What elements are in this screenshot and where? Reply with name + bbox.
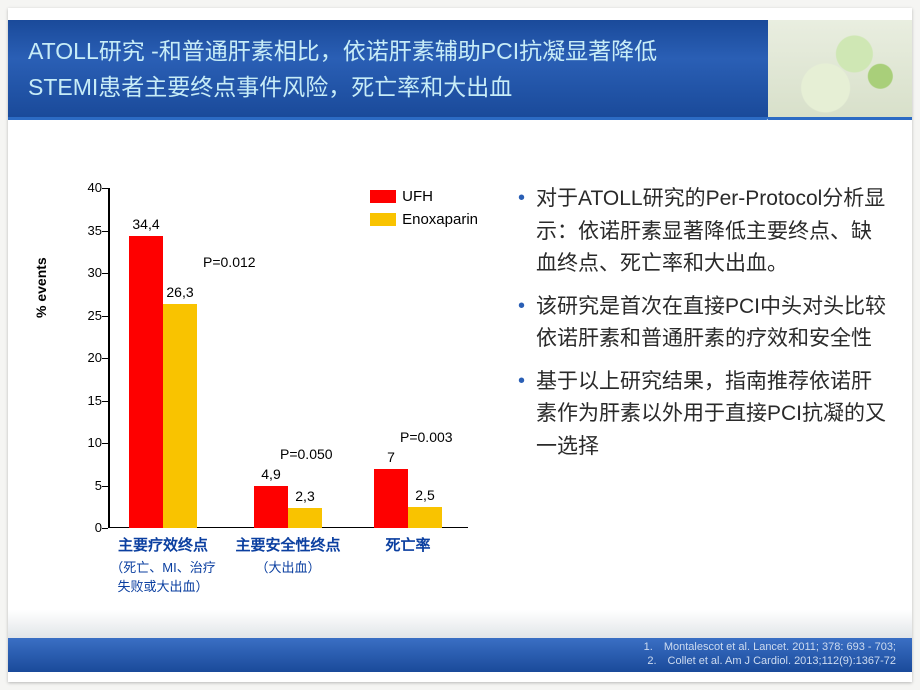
- x-category-label: 主要疗效终点 （死亡、MI、治疗失败或大出血）: [105, 534, 221, 595]
- y-tick-label: 30: [74, 265, 102, 280]
- x-label-sub: （死亡、MI、治疗失败或大出血）: [105, 557, 221, 595]
- bullet-item: •对于ATOLL研究的Per-Protocol分析显示：依诺肝素显著降低主要终点…: [518, 183, 888, 281]
- x-category-label: 主要安全性终点 （大出血）: [230, 534, 346, 576]
- y-tick-mark: [102, 316, 108, 317]
- bar-chart: % events UFH Enoxaparin 0510152025303540…: [48, 168, 488, 568]
- bullet-text: 对于ATOLL研究的Per-Protocol分析显示：依诺肝素显著降低主要终点、…: [536, 183, 888, 281]
- slide: ATOLL研究 -和普通肝素相比，依诺肝素辅助PCI抗凝显著降低 STEMI患者…: [8, 8, 912, 682]
- value-label-enox: 26,3: [159, 284, 201, 300]
- y-tick-mark: [102, 358, 108, 359]
- value-label-ufh: 4,9: [250, 466, 292, 482]
- value-label-ufh: 34,4: [125, 216, 167, 232]
- bar-enox: [163, 304, 197, 528]
- bullet-text: 基于以上研究结果，指南推荐依诺肝素作为肝素以外用于直接PCI抗凝的又一选择: [536, 366, 888, 464]
- y-tick-label: 10: [74, 435, 102, 450]
- y-tick-mark: [102, 401, 108, 402]
- x-label-main: 主要疗效终点: [118, 537, 208, 554]
- y-tick-mark: [102, 528, 108, 529]
- bullet-list: •对于ATOLL研究的Per-Protocol分析显示：依诺肝素显著降低主要终点…: [518, 183, 888, 473]
- y-tick-label: 40: [74, 180, 102, 195]
- x-label-main: 死亡率: [385, 537, 430, 554]
- value-label-enox: 2,5: [404, 487, 446, 503]
- title-line-1: ATOLL研究 -和普通肝素相比，依诺肝素辅助PCI抗凝显著降低: [28, 38, 657, 64]
- x-label-main: 主要安全性终点: [235, 537, 340, 554]
- bullet-item: •该研究是首次在直接PCI中头对头比较依诺肝素和普通肝素的疗效和安全性: [518, 291, 888, 356]
- y-tick-label: 0: [74, 520, 102, 535]
- x-label-sub: （大出血）: [230, 557, 346, 576]
- bullet-item: •基于以上研究结果，指南推荐依诺肝素作为肝素以外用于直接PCI抗凝的又一选择: [518, 366, 888, 464]
- p-value-label: P=0.003: [400, 429, 453, 445]
- value-label-ufh: 7: [370, 449, 412, 465]
- bullet-dot-icon: •: [518, 183, 536, 281]
- y-tick-label: 15: [74, 393, 102, 408]
- p-value-label: P=0.012: [203, 254, 256, 270]
- y-axis-label: % events: [33, 257, 49, 318]
- y-tick-mark: [102, 188, 108, 189]
- title-line-2: STEMI患者主要终点事件风险，死亡率和大出血: [28, 74, 512, 100]
- bar-ufh: [254, 486, 288, 528]
- bar-enox: [408, 507, 442, 528]
- citation-1: 1. Montalescot et al. Lancet. 2011; 378:…: [8, 641, 896, 655]
- citation-2: 2. Collet et al. Am J Cardiol. 2013;112(…: [8, 655, 896, 669]
- p-value-label: P=0.050: [280, 446, 333, 462]
- y-tick-label: 5: [74, 478, 102, 493]
- citation-bar: 1. Montalescot et al. Lancet. 2011; 378:…: [8, 638, 912, 672]
- bar-ufh: [374, 469, 408, 529]
- bullet-dot-icon: •: [518, 366, 536, 464]
- bullet-dot-icon: •: [518, 291, 536, 356]
- footer-gradient: [8, 610, 912, 638]
- bar-ufh: [129, 236, 163, 528]
- bullet-text: 该研究是首次在直接PCI中头对头比较依诺肝素和普通肝素的疗效和安全性: [536, 291, 888, 356]
- plot-area: 051015202530354034,426,3P=0.012主要疗效终点（死亡…: [108, 188, 468, 528]
- y-tick-mark: [102, 231, 108, 232]
- decorative-sprout-image: [768, 20, 912, 120]
- y-tick-mark: [102, 443, 108, 444]
- y-tick-label: 35: [74, 223, 102, 238]
- bar-enox: [288, 508, 322, 528]
- title-bar: ATOLL研究 -和普通肝素相比，依诺肝素辅助PCI抗凝显著降低 STEMI患者…: [8, 20, 768, 120]
- value-label-enox: 2,3: [284, 488, 326, 504]
- y-axis-line: [108, 188, 110, 528]
- x-category-label: 死亡率: [350, 534, 466, 555]
- y-tick-mark: [102, 486, 108, 487]
- y-tick-label: 20: [74, 350, 102, 365]
- y-tick-label: 25: [74, 308, 102, 323]
- y-tick-mark: [102, 273, 108, 274]
